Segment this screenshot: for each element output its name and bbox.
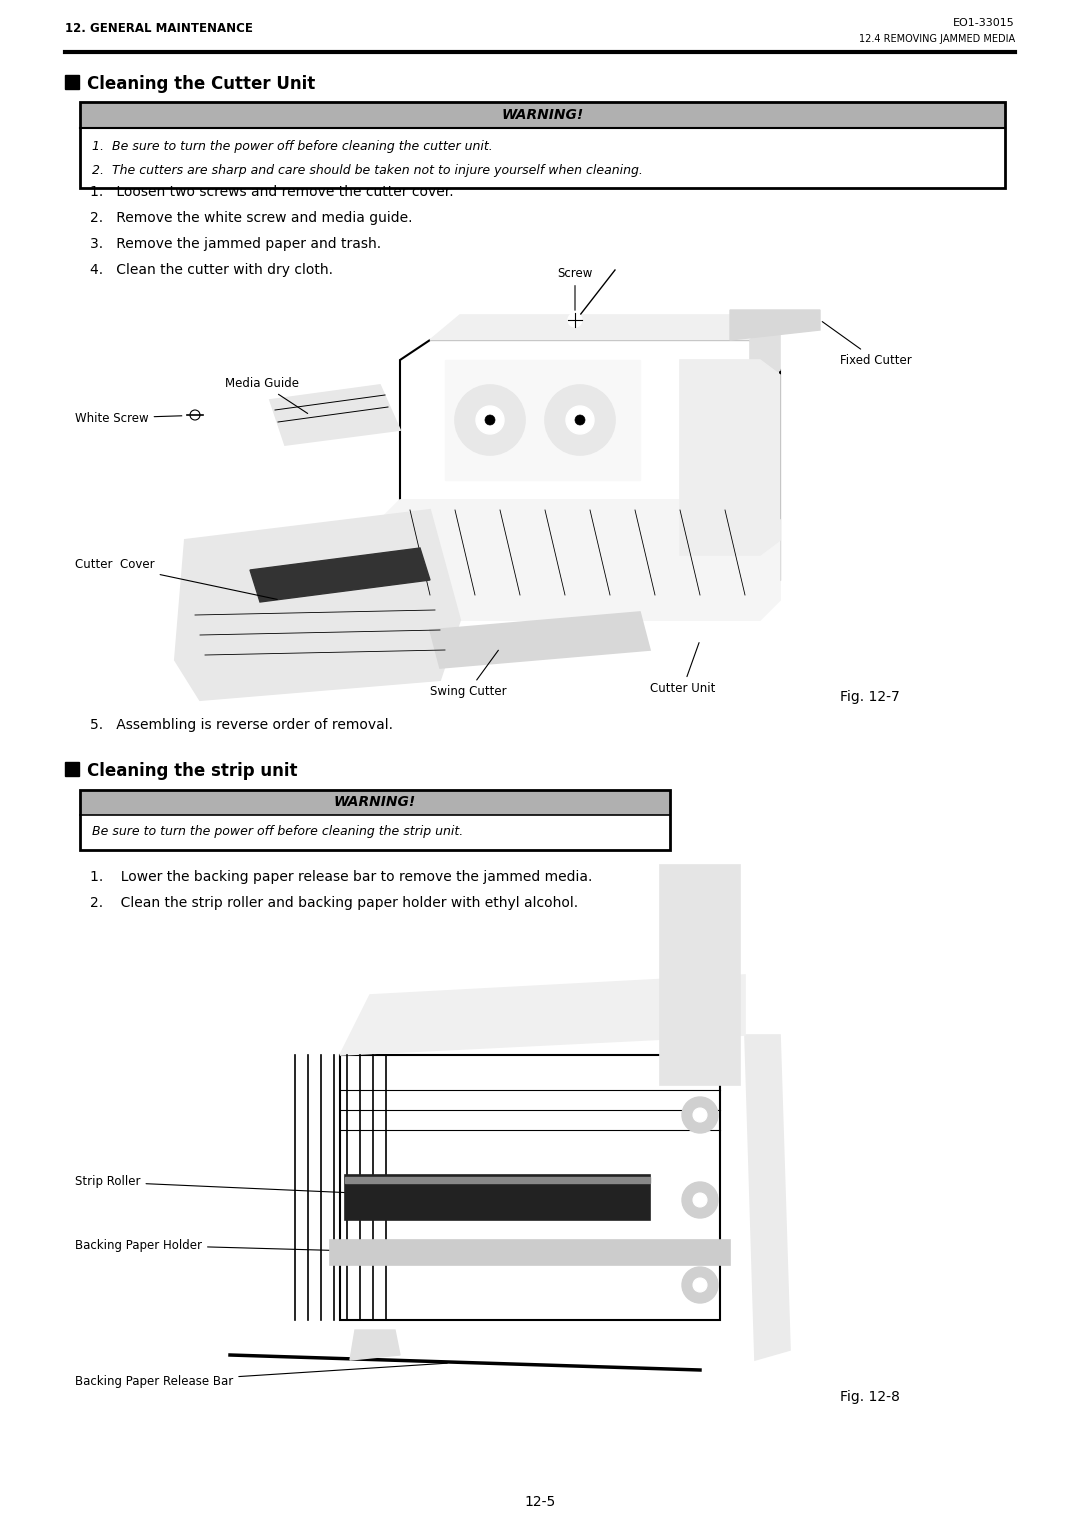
Text: Cutter  Cover: Cutter Cover: [75, 558, 278, 599]
Text: 3.   Remove the jammed paper and trash.: 3. Remove the jammed paper and trash.: [90, 236, 381, 252]
Text: 1.    Lower the backing paper release bar to remove the jammed media.: 1. Lower the backing paper release bar t…: [90, 869, 592, 884]
Text: Media Guide: Media Guide: [225, 377, 308, 413]
Circle shape: [545, 384, 615, 454]
Circle shape: [476, 406, 504, 435]
Bar: [345, 1177, 650, 1183]
Text: Backing Paper Holder: Backing Paper Holder: [75, 1238, 388, 1252]
Circle shape: [455, 384, 525, 454]
Polygon shape: [270, 384, 400, 445]
Text: WARNING!: WARNING!: [334, 796, 416, 810]
Bar: [65, 75, 79, 88]
Bar: [80, 128, 1005, 188]
Text: Strip Roller: Strip Roller: [75, 1176, 397, 1196]
Circle shape: [681, 1267, 718, 1302]
Polygon shape: [175, 509, 460, 700]
Text: WARNING!: WARNING!: [501, 108, 583, 122]
Bar: [80, 814, 670, 849]
Polygon shape: [430, 316, 780, 340]
Text: 5.   Assembling is reverse order of removal.: 5. Assembling is reverse order of remova…: [90, 718, 393, 732]
Text: 12.4 REMOVING JAMMED MEDIA: 12.4 REMOVING JAMMED MEDIA: [859, 34, 1015, 44]
Circle shape: [566, 406, 594, 435]
Text: Fig. 12-8: Fig. 12-8: [840, 1389, 900, 1405]
Circle shape: [681, 1096, 718, 1133]
Bar: [330, 1240, 730, 1266]
Bar: [80, 790, 670, 814]
Circle shape: [693, 1278, 707, 1292]
Text: 12-5: 12-5: [525, 1494, 555, 1510]
Polygon shape: [730, 310, 820, 340]
Text: Fixed Cutter: Fixed Cutter: [822, 322, 912, 366]
Polygon shape: [445, 360, 640, 480]
Text: Cutter Unit: Cutter Unit: [650, 642, 715, 695]
Polygon shape: [680, 360, 780, 555]
Circle shape: [575, 415, 585, 425]
Bar: [80, 102, 1005, 128]
Circle shape: [681, 1182, 718, 1218]
Polygon shape: [745, 1035, 789, 1360]
Text: White Screw: White Screw: [75, 412, 204, 424]
Text: 1.   Loosen two screws and remove the cutter cover.: 1. Loosen two screws and remove the cutt…: [90, 185, 454, 198]
Polygon shape: [350, 1330, 400, 1360]
Text: 12. GENERAL MAINTENANCE: 12. GENERAL MAINTENANCE: [65, 21, 253, 35]
Text: Cleaning the Cutter Unit: Cleaning the Cutter Unit: [87, 75, 315, 93]
Text: Cleaning the strip unit: Cleaning the strip unit: [87, 762, 297, 779]
Bar: [65, 762, 79, 776]
Text: Fig. 12-7: Fig. 12-7: [840, 689, 900, 705]
Bar: [80, 102, 1005, 188]
Bar: [340, 1055, 720, 1321]
Text: 4.   Clean the cutter with dry cloth.: 4. Clean the cutter with dry cloth.: [90, 262, 333, 278]
Bar: [660, 865, 740, 1084]
Polygon shape: [430, 612, 650, 668]
Text: Be sure to turn the power off before cleaning the strip unit.: Be sure to turn the power off before cle…: [92, 825, 463, 839]
Text: 1.  Be sure to turn the power off before cleaning the cutter unit.: 1. Be sure to turn the power off before …: [92, 140, 492, 153]
Circle shape: [693, 1193, 707, 1206]
Text: Swing Cutter: Swing Cutter: [430, 650, 507, 698]
Text: EO1-33015: EO1-33015: [954, 18, 1015, 27]
Text: Screw: Screw: [557, 267, 593, 310]
Bar: [345, 1174, 650, 1220]
Polygon shape: [340, 974, 745, 1055]
Text: Backing Paper Release Bar: Backing Paper Release Bar: [75, 1363, 447, 1388]
Polygon shape: [750, 316, 780, 390]
Circle shape: [485, 415, 495, 425]
Polygon shape: [380, 500, 780, 621]
Circle shape: [183, 403, 207, 427]
Circle shape: [693, 1109, 707, 1122]
Polygon shape: [249, 547, 430, 602]
Circle shape: [568, 313, 582, 326]
Text: 2.    Clean the strip roller and backing paper holder with ethyl alcohol.: 2. Clean the strip roller and backing pa…: [90, 897, 578, 910]
Text: 2.   Remove the white screw and media guide.: 2. Remove the white screw and media guid…: [90, 210, 413, 226]
Text: 2.  The cutters are sharp and care should be taken not to injure yourself when c: 2. The cutters are sharp and care should…: [92, 165, 643, 177]
Bar: [80, 790, 670, 849]
